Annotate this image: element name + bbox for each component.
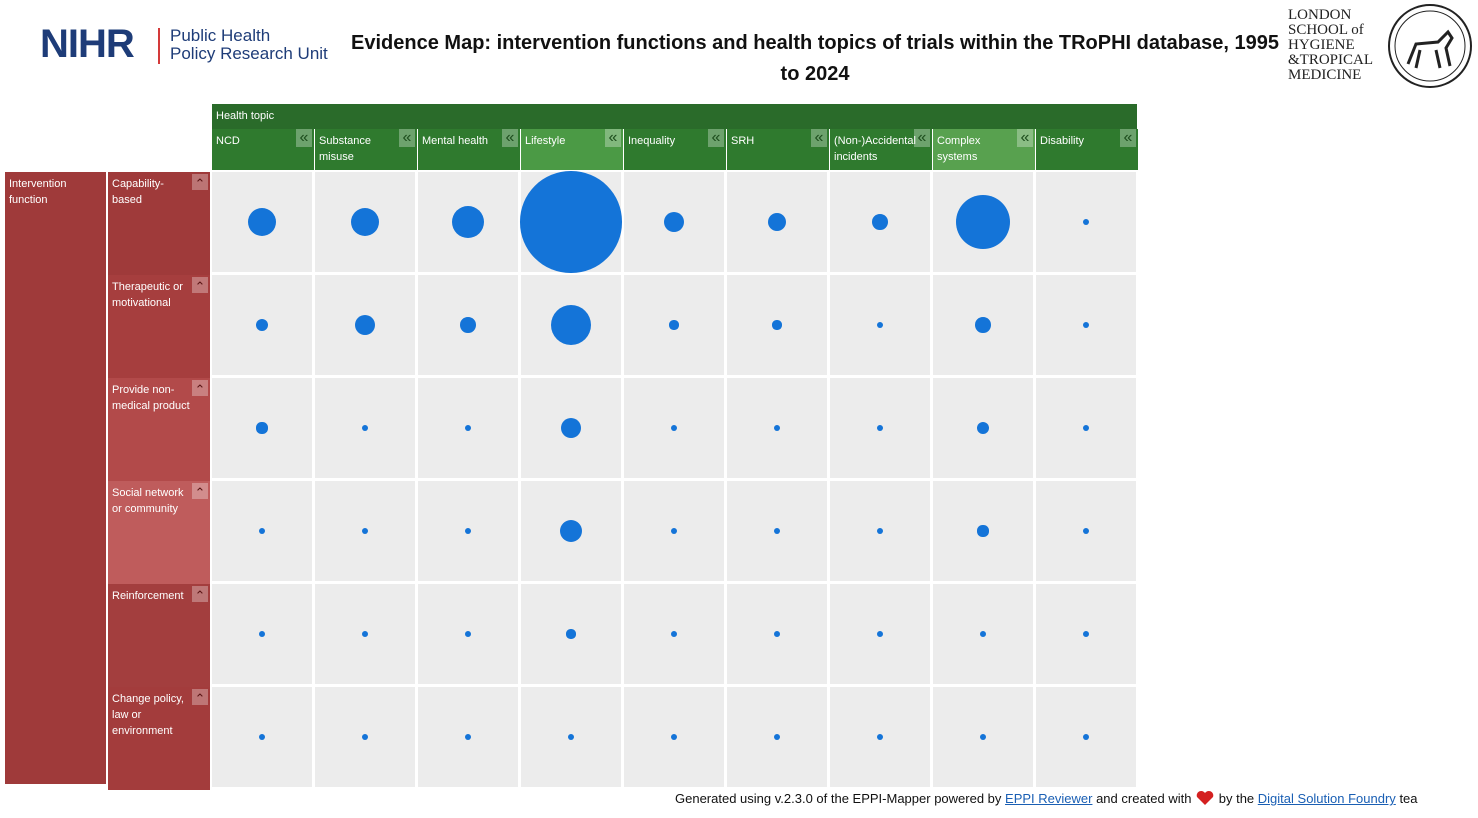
bubble[interactable] xyxy=(876,424,884,432)
column-header[interactable]: (Non-)Accidental incidents xyxy=(830,129,932,170)
column-header[interactable]: Mental health xyxy=(418,129,520,170)
column-header[interactable]: Lifestyle xyxy=(521,129,623,170)
column-header[interactable]: SRH xyxy=(727,129,829,170)
bubble[interactable] xyxy=(464,630,472,638)
footer: Generated using v.2.3.0 of the EPPI-Mapp… xyxy=(675,790,1418,806)
column-header[interactable]: Complex systems xyxy=(933,129,1035,170)
bubble[interactable] xyxy=(670,630,678,638)
bubble[interactable] xyxy=(773,527,781,535)
bubble[interactable] xyxy=(1082,218,1090,226)
bubble[interactable] xyxy=(464,733,472,741)
bubble[interactable] xyxy=(350,207,380,237)
bubble[interactable] xyxy=(772,320,782,330)
lshtm-line: MEDICINE xyxy=(1288,67,1362,83)
bubble[interactable] xyxy=(464,424,472,432)
nihr-subtitle: Public Health Policy Research Unit xyxy=(170,27,328,63)
bubble[interactable] xyxy=(1082,424,1090,432)
bubble[interactable] xyxy=(670,424,678,432)
bubble[interactable] xyxy=(979,733,987,741)
bubble[interactable] xyxy=(1082,321,1090,329)
column-header[interactable]: Substance misuse xyxy=(315,129,417,170)
row-header[interactable]: Change policy, law or environment xyxy=(108,687,210,790)
bubble[interactable] xyxy=(670,527,678,535)
bubble[interactable] xyxy=(551,305,591,345)
bubble[interactable] xyxy=(354,314,376,336)
nihr-sub-line: Policy Research Unit xyxy=(170,44,328,63)
bubble[interactable] xyxy=(773,424,781,432)
bubble[interactable] xyxy=(559,519,583,543)
bubble[interactable] xyxy=(1082,527,1090,535)
bubble[interactable] xyxy=(876,527,884,535)
bubble[interactable] xyxy=(979,630,987,638)
bubble[interactable] xyxy=(1082,630,1090,638)
nihr-logo: NIHR xyxy=(40,22,135,66)
bubble[interactable] xyxy=(976,421,990,435)
column-group-header: Health topic xyxy=(212,104,1137,129)
bubble[interactable] xyxy=(876,630,884,638)
row-header[interactable]: Reinforcement xyxy=(108,584,210,687)
bubble[interactable] xyxy=(663,211,685,233)
bubble[interactable] xyxy=(361,733,369,741)
bubble[interactable] xyxy=(876,321,884,329)
bubble[interactable] xyxy=(767,212,787,232)
bubble[interactable] xyxy=(955,194,1011,250)
bubble[interactable] xyxy=(567,733,575,741)
bubble[interactable] xyxy=(258,733,266,741)
bubble[interactable] xyxy=(975,317,991,333)
footer-text: and created with xyxy=(1096,791,1192,806)
bubble[interactable] xyxy=(773,733,781,741)
bubble[interactable] xyxy=(773,630,781,638)
row-header[interactable]: Capability-based xyxy=(108,172,210,275)
link[interactable]: Digital Solution Foundry xyxy=(1257,791,1396,806)
link[interactable]: EPPI Reviewer xyxy=(1005,791,1093,806)
bubble[interactable] xyxy=(247,207,277,237)
bubble[interactable] xyxy=(560,417,582,439)
bubble[interactable] xyxy=(520,171,622,273)
bubble[interactable] xyxy=(361,527,369,535)
column-header[interactable]: Disability xyxy=(1036,129,1138,170)
bubble[interactable] xyxy=(256,422,268,434)
bubble[interactable] xyxy=(977,525,989,537)
logo-divider xyxy=(158,28,160,64)
footer-text: by the xyxy=(1218,791,1255,806)
bubble[interactable] xyxy=(669,320,679,330)
bubble[interactable] xyxy=(464,527,472,535)
bubble[interactable] xyxy=(670,733,678,741)
row-header[interactable]: Social network or community xyxy=(108,481,210,584)
row-header[interactable]: Therapeutic or motivational xyxy=(108,275,210,378)
row-header[interactable]: Provide non-medical product xyxy=(108,378,210,481)
lshtm-line: SCHOOL of xyxy=(1288,22,1364,38)
footer-text: tea xyxy=(1399,791,1418,806)
row-group-header: Intervention function xyxy=(5,172,106,784)
bubble[interactable] xyxy=(872,214,888,230)
lshtm-line: LONDON xyxy=(1288,7,1352,23)
column-header[interactable]: NCD xyxy=(212,129,314,170)
bubble[interactable] xyxy=(361,424,369,432)
bubble[interactable] xyxy=(460,317,476,333)
column-header[interactable]: Inequality xyxy=(624,129,726,170)
lshtm-line: &TROPICAL xyxy=(1288,52,1374,68)
bubble[interactable] xyxy=(255,318,269,332)
bubble[interactable] xyxy=(361,630,369,638)
bubble[interactable] xyxy=(1082,733,1090,741)
bubble[interactable] xyxy=(258,630,266,638)
bubble[interactable] xyxy=(258,527,266,535)
lshtm-logo: LONDON SCHOOL of HYGIENE &TROPICAL MEDIC… xyxy=(1288,8,1373,83)
bubble[interactable] xyxy=(876,733,884,741)
page-title: Evidence Map: intervention functions and… xyxy=(351,32,1279,85)
lshtm-crest xyxy=(1388,4,1472,88)
footer-text: Generated using v.2.3.0 of the EPPI-Mapp… xyxy=(675,791,1002,806)
bubble[interactable] xyxy=(451,205,485,239)
heart-icon xyxy=(1196,790,1214,805)
lshtm-line: HYGIENE xyxy=(1288,37,1355,53)
bubble[interactable] xyxy=(566,629,576,639)
nihr-sub-line: Public Health xyxy=(170,26,271,45)
